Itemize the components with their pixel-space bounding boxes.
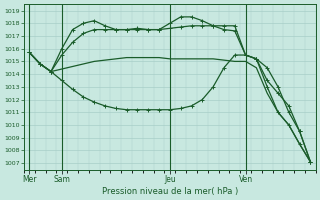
X-axis label: Pression niveau de la mer( hPa ): Pression niveau de la mer( hPa ) bbox=[102, 187, 238, 196]
